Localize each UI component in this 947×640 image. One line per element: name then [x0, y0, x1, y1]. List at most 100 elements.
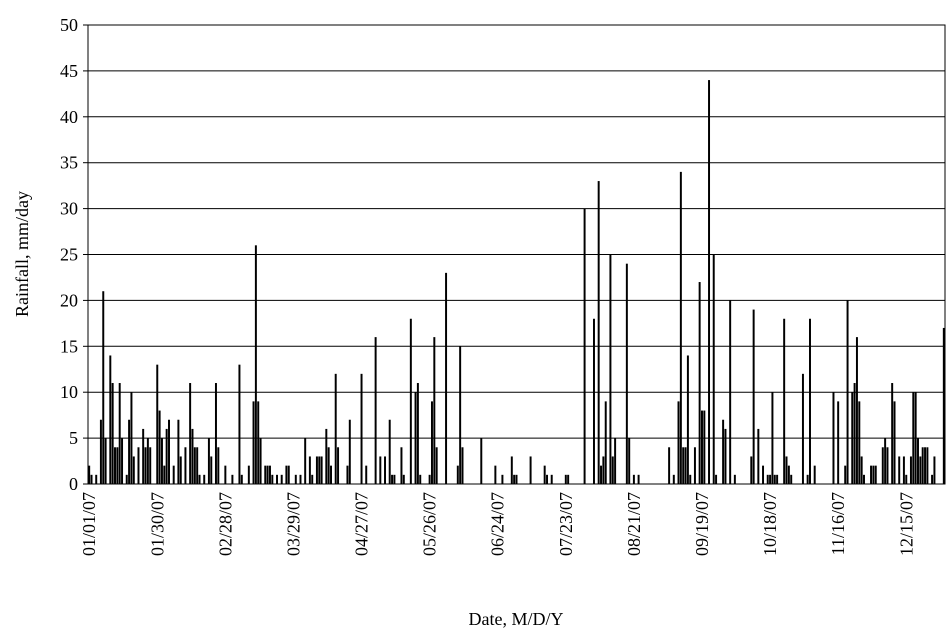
bar	[813, 465, 816, 484]
bar	[121, 438, 124, 484]
bar	[393, 474, 396, 484]
bar	[703, 410, 706, 484]
bar	[832, 392, 835, 484]
bar	[931, 474, 934, 484]
bar	[543, 465, 546, 484]
x-tick-label: 04/27/07	[352, 492, 372, 556]
bar	[146, 438, 149, 484]
bar	[752, 309, 755, 484]
bar	[308, 456, 311, 484]
bar	[346, 465, 349, 484]
bar	[132, 456, 135, 484]
bar	[109, 355, 112, 484]
bar	[196, 447, 199, 484]
bar	[546, 474, 549, 484]
bar	[776, 474, 779, 484]
bar	[402, 474, 405, 484]
bar	[550, 474, 553, 484]
bar	[210, 456, 213, 484]
bar	[898, 456, 901, 484]
bar	[902, 456, 905, 484]
y-tick-label: 20	[60, 290, 78, 310]
bar	[430, 401, 433, 484]
bar	[515, 474, 518, 484]
bar	[729, 300, 732, 484]
x-tick-label: 01/01/07	[79, 492, 99, 556]
bar	[459, 346, 462, 484]
bar	[698, 282, 701, 484]
bar	[337, 447, 340, 484]
bar	[480, 438, 483, 484]
bar	[414, 392, 417, 484]
bar	[891, 383, 894, 484]
bar	[600, 465, 603, 484]
bar	[874, 465, 877, 484]
x-tick-label: 12/15/07	[896, 492, 916, 556]
bar	[942, 327, 945, 484]
bar	[224, 465, 227, 484]
bar	[771, 392, 774, 484]
bar	[266, 465, 269, 484]
bar	[529, 456, 532, 484]
bar	[217, 447, 220, 484]
bar	[853, 383, 856, 484]
x-tick-label: 07/23/07	[556, 492, 576, 556]
bar	[806, 474, 809, 484]
bar	[724, 428, 727, 484]
bar	[456, 465, 459, 484]
bar	[604, 401, 607, 484]
bar	[142, 428, 145, 484]
bar	[769, 474, 772, 484]
bar	[445, 272, 448, 484]
bar	[163, 465, 166, 484]
bar	[268, 465, 271, 484]
bar	[672, 474, 675, 484]
x-tick-label: 01/30/07	[147, 492, 167, 556]
bar	[583, 208, 586, 484]
bar	[933, 456, 936, 484]
bar	[886, 447, 889, 484]
bar	[708, 80, 711, 484]
bar	[773, 474, 776, 484]
bar	[693, 447, 696, 484]
y-tick-label: 0	[69, 474, 78, 494]
bar	[917, 438, 919, 484]
bar	[137, 447, 140, 484]
x-tick-label: 10/18/07	[760, 492, 780, 556]
bar	[750, 456, 753, 484]
bar	[88, 465, 91, 484]
bar	[510, 456, 513, 484]
bar	[252, 401, 255, 484]
bar	[189, 383, 192, 484]
bar	[860, 456, 863, 484]
bar	[783, 318, 786, 484]
y-tick-label: 45	[60, 61, 78, 81]
bar	[264, 465, 267, 484]
bar	[416, 383, 419, 484]
bar	[909, 456, 912, 484]
bar	[334, 373, 337, 484]
bar	[851, 392, 854, 484]
bar	[114, 447, 116, 484]
bar	[787, 465, 790, 484]
bar	[419, 474, 422, 484]
y-tick-label: 35	[60, 153, 78, 173]
bar	[919, 456, 922, 484]
x-axis-label: Date, M/D/Y	[469, 609, 564, 629]
bar	[391, 474, 394, 484]
bar	[231, 474, 234, 484]
bar	[156, 364, 159, 484]
bar	[602, 456, 605, 484]
bar	[501, 474, 504, 484]
bar	[240, 474, 243, 484]
bar	[701, 410, 703, 484]
bar	[668, 447, 671, 484]
bar	[684, 447, 687, 484]
bar	[609, 254, 612, 484]
x-tick-label: 08/21/07	[624, 492, 644, 556]
bar	[837, 401, 840, 484]
x-tick-label: 03/29/07	[283, 492, 303, 556]
bar	[914, 392, 917, 484]
bar	[625, 263, 628, 484]
